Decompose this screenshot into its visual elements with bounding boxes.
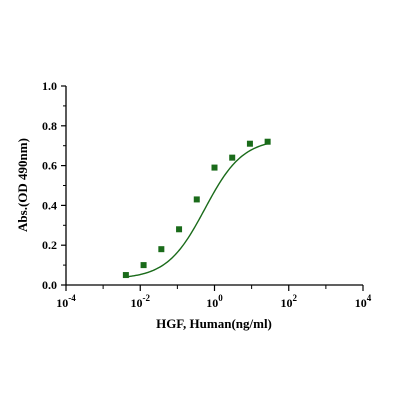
data-point — [158, 246, 165, 253]
x-tick-label: 10-4 — [56, 293, 76, 310]
fit-curve-layer — [124, 142, 269, 278]
y-tick-label: 1.0 — [42, 79, 57, 93]
axes: 0.0 0.2 0.4 0.6 0.8 1.0 10-4 10-2 100 102 104 — [42, 79, 372, 310]
y-tick-label: 0.4 — [42, 198, 57, 212]
data-point — [229, 154, 236, 161]
data-points — [122, 138, 271, 279]
data-point — [140, 262, 147, 269]
x-tick-label: 10-2 — [131, 293, 151, 310]
fit-curve — [124, 142, 269, 278]
y-axis-title: Abs.(OD 490nm) — [15, 138, 30, 232]
x-tick-label: 104 — [355, 293, 372, 310]
axis-labels: HGF, Human(ng/ml) Abs.(OD 490nm) — [15, 138, 272, 331]
data-point — [176, 226, 183, 233]
x-axis-title: HGF, Human(ng/ml) — [156, 316, 272, 331]
data-point — [264, 138, 271, 145]
data-point — [246, 140, 253, 147]
data-point — [211, 164, 218, 171]
y-tick-label: 0.0 — [42, 278, 57, 292]
y-tick-label: 0.2 — [42, 238, 57, 252]
y-tick-label: 0.6 — [42, 159, 57, 173]
x-tick-label: 102 — [281, 293, 298, 310]
data-point — [193, 196, 200, 203]
x-tick-label: 100 — [206, 293, 223, 310]
y-tick-label: 0.8 — [42, 119, 57, 133]
data-point — [122, 272, 129, 279]
